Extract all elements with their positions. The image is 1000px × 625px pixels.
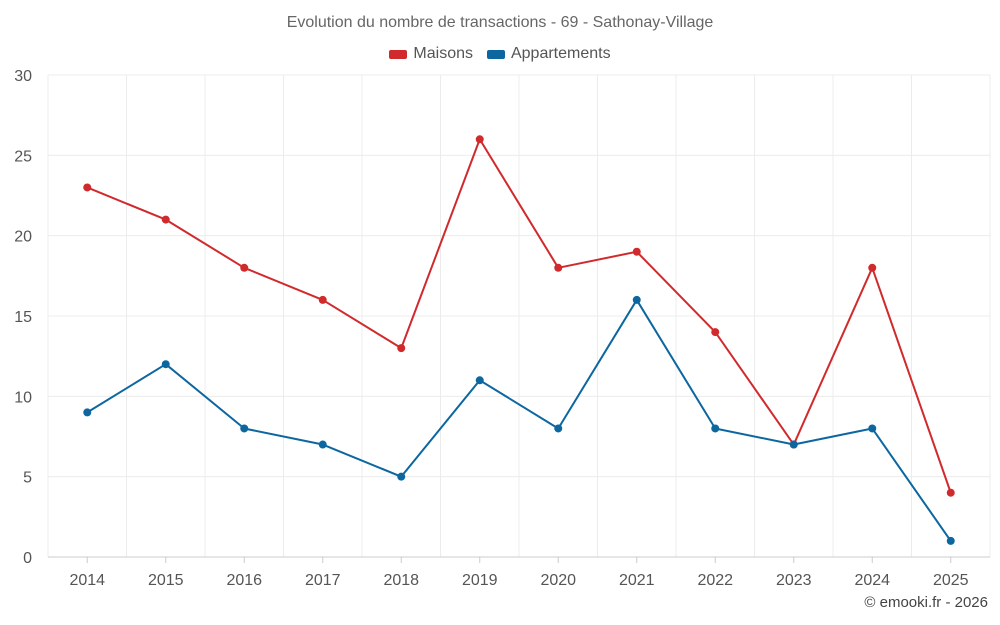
y-tick-label-20: 20 bbox=[14, 229, 32, 246]
point-appartements-2016 bbox=[240, 424, 249, 433]
point-maisons-2019 bbox=[475, 135, 484, 144]
point-appartements-2024 bbox=[868, 424, 877, 433]
y-tick-label-30: 30 bbox=[14, 68, 32, 85]
y-tick-label-5: 5 bbox=[23, 470, 32, 487]
point-appartements-2020 bbox=[554, 424, 563, 433]
point-appartements-2018 bbox=[397, 472, 406, 481]
chart-title: Evolution du nombre de transactions - 69… bbox=[286, 14, 714, 31]
legend-label-appartements: Appartements bbox=[510, 45, 611, 62]
point-maisons-2021 bbox=[632, 247, 641, 256]
point-appartements-2015 bbox=[161, 360, 170, 369]
point-maisons-2017 bbox=[318, 295, 327, 304]
y-tick-label-25: 25 bbox=[14, 148, 32, 165]
point-maisons-2014 bbox=[83, 183, 92, 192]
point-appartements-2023 bbox=[789, 440, 798, 449]
legend-label-maisons: Maisons bbox=[413, 45, 473, 62]
x-tick-label-2021: 2021 bbox=[619, 572, 655, 589]
point-maisons-2020 bbox=[554, 263, 563, 272]
x-tick-label-2014: 2014 bbox=[69, 572, 105, 589]
point-maisons-2018 bbox=[397, 344, 406, 353]
x-tick-label-2020: 2020 bbox=[540, 572, 576, 589]
point-appartements-2019 bbox=[475, 376, 484, 385]
legend-item-appartements[interactable]: Appartements bbox=[486, 45, 611, 63]
x-tick-label-2025: 2025 bbox=[933, 572, 969, 589]
x-tick-label-2015: 2015 bbox=[148, 572, 184, 589]
x-tick-label-2022: 2022 bbox=[697, 572, 733, 589]
point-appartements-2017 bbox=[318, 440, 327, 449]
point-maisons-2022 bbox=[711, 328, 720, 337]
legend-swatch-maisons bbox=[389, 49, 408, 59]
x-tick-label-2023: 2023 bbox=[776, 572, 812, 589]
x-tick-label-2024: 2024 bbox=[854, 572, 890, 589]
series-line-appartements bbox=[86, 298, 952, 542]
point-maisons-2015 bbox=[161, 215, 170, 224]
point-appartements-2021 bbox=[632, 295, 641, 304]
point-maisons-2024 bbox=[868, 263, 877, 272]
legend-item-maisons[interactable]: Maisons bbox=[389, 45, 473, 63]
y-tick-label-0: 0 bbox=[23, 550, 32, 567]
point-appartements-2025 bbox=[946, 536, 955, 545]
series-layer bbox=[83, 135, 955, 545]
point-appartements-2014 bbox=[83, 408, 92, 417]
credit-text: © emooki.fr - 2026 bbox=[864, 594, 988, 611]
chart-legend: Maisons Appartements bbox=[0, 45, 1000, 63]
x-tick-label-2017: 2017 bbox=[305, 572, 341, 589]
x-tick-label-2016: 2016 bbox=[226, 572, 262, 589]
grid-lines bbox=[47, 74, 991, 557]
x-tick-label-2018: 2018 bbox=[383, 572, 419, 589]
series-line-maisons bbox=[86, 138, 952, 494]
point-maisons-2016 bbox=[240, 263, 249, 272]
y-tick-label-15: 15 bbox=[14, 309, 32, 326]
legend-swatch-appartements bbox=[486, 49, 505, 59]
x-tick-label-2019: 2019 bbox=[462, 572, 498, 589]
point-maisons-2025 bbox=[946, 488, 955, 497]
y-tick-label-10: 10 bbox=[14, 389, 32, 406]
point-appartements-2022 bbox=[711, 424, 720, 433]
